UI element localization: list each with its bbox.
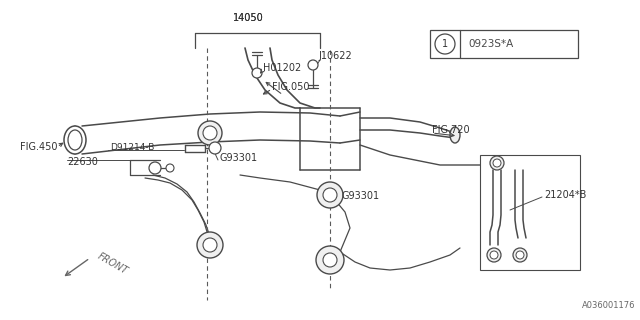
Circle shape (252, 68, 262, 78)
Text: 1: 1 (442, 39, 448, 49)
Circle shape (516, 251, 524, 259)
Circle shape (490, 156, 504, 170)
Circle shape (317, 182, 343, 208)
Circle shape (316, 246, 344, 274)
Circle shape (203, 126, 217, 140)
Circle shape (203, 238, 217, 252)
Circle shape (490, 251, 498, 259)
Text: J10622: J10622 (318, 51, 352, 61)
Circle shape (323, 188, 337, 202)
Bar (430, 30, 578, 58)
Ellipse shape (68, 130, 82, 150)
Circle shape (149, 162, 161, 174)
Bar (480, 155, 580, 270)
Circle shape (308, 60, 318, 70)
Circle shape (197, 232, 223, 258)
Text: A036001176: A036001176 (582, 301, 635, 310)
Circle shape (209, 142, 221, 154)
Circle shape (166, 164, 174, 172)
Text: 22630: 22630 (67, 157, 98, 167)
Circle shape (435, 34, 455, 54)
Ellipse shape (64, 126, 86, 154)
Circle shape (323, 253, 337, 267)
Circle shape (513, 248, 527, 262)
Text: 14050: 14050 (232, 13, 264, 23)
Text: D91214-B: D91214-B (110, 143, 154, 153)
Text: G93301: G93301 (342, 191, 380, 201)
Text: 14050: 14050 (232, 13, 264, 23)
Text: FIG.720: FIG.720 (432, 125, 470, 135)
Text: 0923S*A: 0923S*A (468, 39, 513, 49)
Text: 21204*B: 21204*B (544, 190, 586, 200)
Circle shape (493, 159, 501, 167)
Circle shape (198, 121, 222, 145)
Text: FIG.050: FIG.050 (272, 82, 310, 92)
Text: G93301: G93301 (220, 153, 258, 163)
Text: H01202: H01202 (263, 63, 301, 73)
Text: FIG.450: FIG.450 (20, 142, 58, 152)
Text: FRONT: FRONT (95, 251, 129, 276)
Circle shape (487, 248, 501, 262)
Ellipse shape (450, 127, 460, 143)
